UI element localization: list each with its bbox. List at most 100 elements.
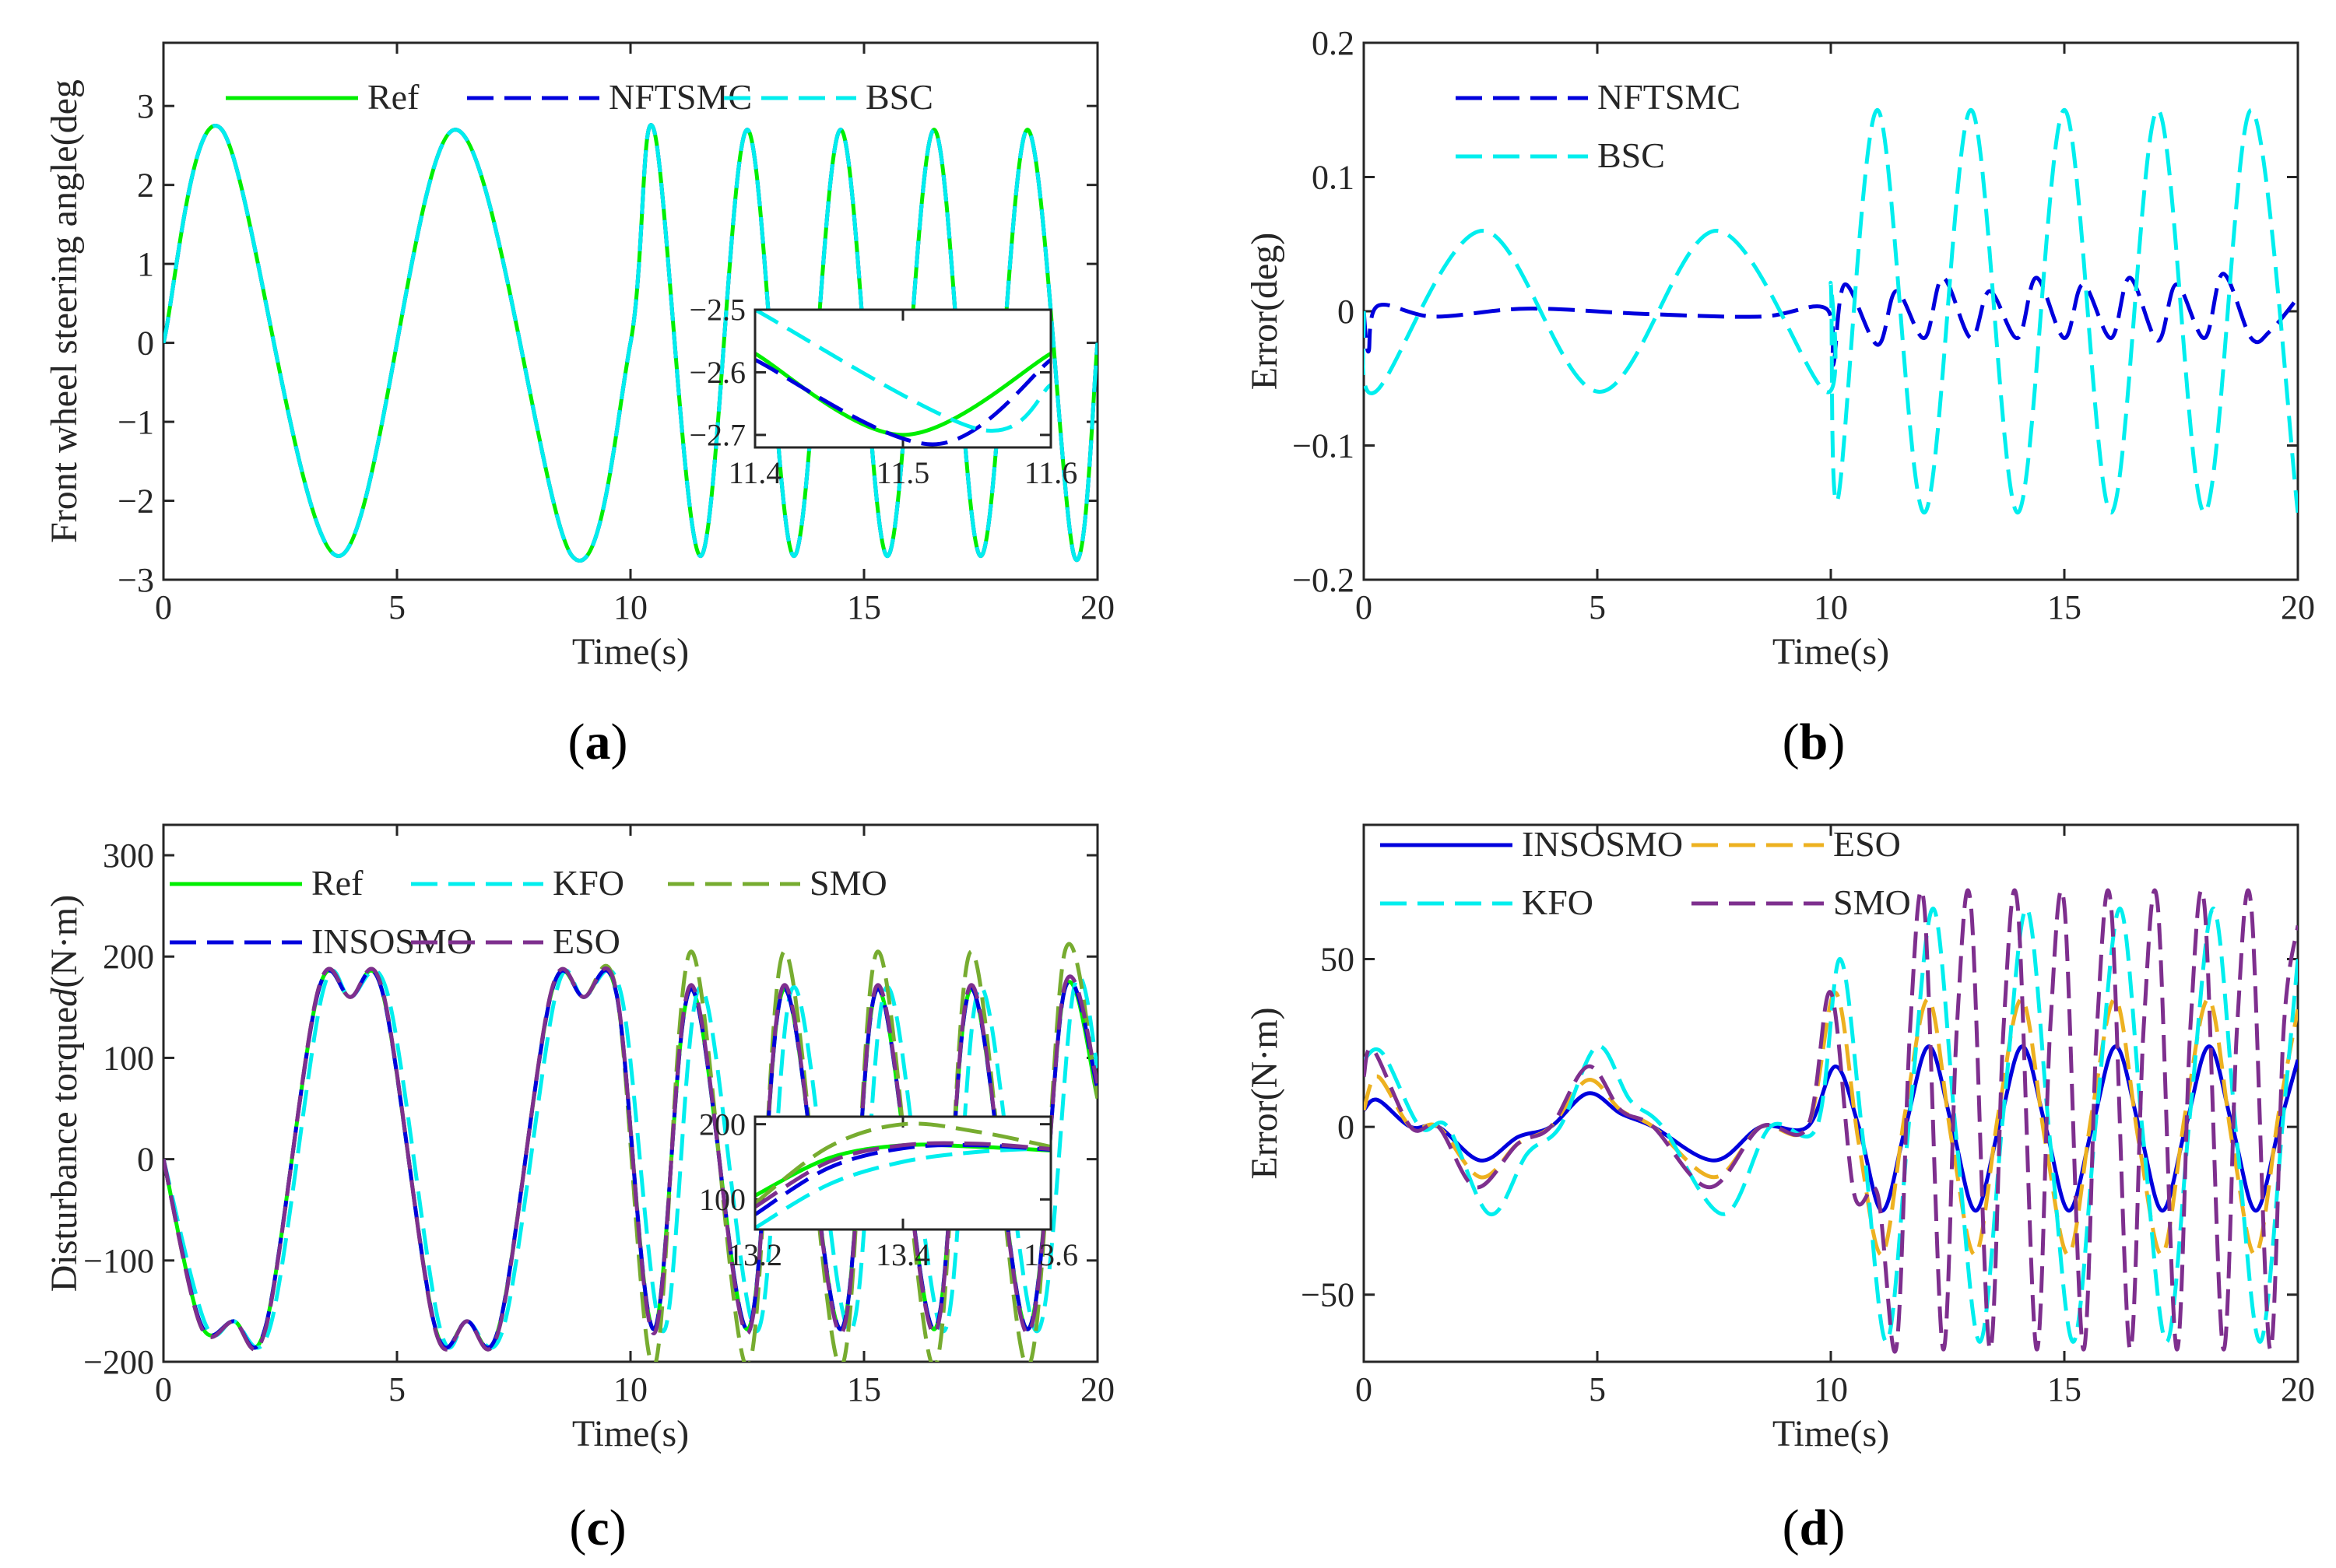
chart-a-inset-frame bbox=[753, 308, 1052, 449]
chart-c-x-tick-label-20: 20 bbox=[1080, 1370, 1115, 1408]
chart-d-series-smo bbox=[1364, 888, 2298, 1354]
chart-a-y-tick-label-0: 0 bbox=[137, 324, 154, 363]
chart-c-x-tick-label-15: 15 bbox=[847, 1370, 881, 1408]
chart-d-x-tick-label-0: 0 bbox=[1355, 1370, 1372, 1408]
chart-b-series-nftsmc bbox=[1364, 272, 2298, 367]
chart-a-series-group bbox=[163, 123, 1098, 563]
chart-d-y-axis-label: Error(N·m) bbox=[1244, 1007, 1285, 1179]
chart-a-inset-x-tick-label-11-6: 11.6 bbox=[1024, 455, 1078, 490]
chart-c-x-axis-label: Time(s) bbox=[572, 1413, 689, 1454]
chart-a-x-tick-label-0: 0 bbox=[155, 588, 172, 626]
chart-d-x-axis-label: Time(s) bbox=[1772, 1413, 1889, 1454]
chart-a-inset-y-tick-label--2-6: −2.6 bbox=[689, 355, 746, 390]
chart-d-series-kfo bbox=[1364, 907, 2298, 1344]
chart-a-legend-label-bsc: BSC bbox=[866, 77, 933, 117]
chart-d-x-tick-label-5: 5 bbox=[1589, 1370, 1606, 1408]
chart-c-legend-label-ref: Ref bbox=[311, 863, 364, 903]
chart-c-x-tick-label-0: 0 bbox=[155, 1370, 172, 1408]
chart-b-y-tick-label-0: 0 bbox=[1337, 293, 1354, 331]
chart-c-inset-x-tick-label-13-6: 13.6 bbox=[1024, 1237, 1078, 1272]
chart-c-y-tick-label--100: −100 bbox=[83, 1242, 154, 1280]
chart-c-y-axis-label-symbol: d bbox=[44, 987, 85, 1007]
chart-a-legend-label-ref: Ref bbox=[367, 77, 420, 117]
chart-a-inset-series-bsc bbox=[755, 310, 1051, 433]
chart-c-y-tick-label-300: 300 bbox=[103, 837, 154, 875]
chart-c-legend-label-insosmo: INSOSMO bbox=[311, 921, 472, 961]
chart-d-series-group bbox=[1364, 888, 2298, 1354]
chart-b-legend-label-bsc: BSC bbox=[1597, 135, 1665, 175]
chart-b-legend-label-nftsmc: NFTSMC bbox=[1597, 77, 1741, 117]
panel-label-a: (a) bbox=[568, 714, 628, 770]
chart-a-y-tick-label--1: −1 bbox=[118, 403, 154, 441]
chart-c-inset-series-group bbox=[755, 1121, 1051, 1229]
panel-b: 0 5 10 15 20 −0.2 −0.1 0 0.1 0.2 Time(s) Error(deg)… bbox=[1244, 24, 2315, 672]
panel-label-b: (b) bbox=[1783, 714, 1846, 770]
chart-c-inset-series-smo bbox=[755, 1121, 1051, 1205]
chart-c-y-axis-label: Disturbance torqued(N·m) bbox=[44, 895, 85, 1293]
chart-b-y-tick-label-0-1: 0.1 bbox=[1312, 158, 1354, 196]
chart-c-inset-series-eso bbox=[755, 1141, 1051, 1209]
chart-c-x-tick-label-10: 10 bbox=[613, 1370, 648, 1408]
chart-b-series-group bbox=[1364, 107, 2298, 515]
panel-d: 0 5 10 15 20 −50 0 50 Time(s) Error(N·m) INSOSMO ES… bbox=[1244, 823, 2315, 1454]
chart-b-y-axis-label: Error(deg) bbox=[1244, 233, 1285, 391]
chart-a-x-tick-label-20: 20 bbox=[1080, 588, 1115, 626]
chart-c-y-axis-label-text: Disturbance torque bbox=[44, 1007, 85, 1293]
chart-a-inset-x-tick-label-11-4: 11.4 bbox=[729, 455, 782, 490]
chart-a-inset-group: 11.4 11.5 11.6 −2.5 −2.6 −2.7 bbox=[689, 293, 1077, 490]
chart-a-x-tick-label-10: 10 bbox=[613, 588, 648, 626]
chart-b-x-tick-label-15: 15 bbox=[2047, 588, 2081, 626]
chart-b-y-axis-label-text: Error(deg) bbox=[1244, 233, 1285, 391]
chart-a-inset-y-tick-label--2-7: −2.7 bbox=[689, 418, 746, 453]
chart-c-inset-x-tick-label-13-4: 13.4 bbox=[876, 1237, 930, 1272]
chart-c-inset-group: 13.2 13.4 13.6 100 200 bbox=[699, 1107, 1078, 1272]
chart-a-x-axis-label: Time(s) bbox=[572, 631, 689, 672]
chart-b-x-tick-label-0: 0 bbox=[1355, 588, 1372, 626]
chart-a-x-tick-label-15: 15 bbox=[847, 588, 881, 626]
chart-a-series-bsc bbox=[163, 123, 1098, 563]
chart-a-y-tick-label--2: −2 bbox=[118, 482, 154, 520]
chart-d-legend-label-eso: ESO bbox=[1833, 824, 1901, 864]
chart-a-y-axis-label-text: Front wheel steering angle(deg bbox=[44, 79, 85, 543]
chart-c-inset-y-tick-label-100: 100 bbox=[699, 1182, 746, 1217]
chart-c-inset-series-kfo bbox=[755, 1146, 1051, 1229]
chart-a-y-tick-label--3: −3 bbox=[118, 561, 154, 599]
chart-c-y-tick-label-100: 100 bbox=[103, 1039, 154, 1077]
chart-d-y-axis-label-text: Error(N·m) bbox=[1244, 1007, 1285, 1179]
chart-a-x-tick-label-5: 5 bbox=[388, 588, 406, 626]
chart-b-y-tick-label--0-2: −0.2 bbox=[1292, 561, 1354, 599]
chart-c-y-tick-label-200: 200 bbox=[103, 938, 154, 976]
chart-c-legend-label-kfo: KFO bbox=[553, 863, 624, 903]
chart-a-y-axis-label: Front wheel steering angle(deg bbox=[44, 79, 85, 543]
chart-c-inset-frame bbox=[753, 1115, 1052, 1231]
chart-d-x-tick-label-20: 20 bbox=[2281, 1370, 2315, 1408]
chart-c-plot-frame bbox=[162, 823, 1099, 1363]
chart-b-x-tick-label-20: 20 bbox=[2281, 588, 2315, 626]
chart-a-inset-y-tick-label--2-5: −2.5 bbox=[689, 293, 746, 328]
chart-a-y-tick-label-3: 3 bbox=[137, 87, 154, 125]
chart-d-y-tick-label--50: −50 bbox=[1301, 1276, 1354, 1314]
chart-c-legend-label-smo: SMO bbox=[810, 863, 887, 903]
chart-a-inset-series-group bbox=[755, 310, 1051, 447]
chart-a-inset-x-tick-label-11-5: 11.5 bbox=[876, 455, 930, 490]
chart-d-x-tick-label-10: 10 bbox=[1814, 1370, 1848, 1408]
chart-a-y-tick-label-2: 2 bbox=[137, 167, 154, 205]
chart-d-y-tick-label-50: 50 bbox=[1320, 940, 1354, 978]
chart-c-x-tick-label-5: 5 bbox=[388, 1370, 406, 1408]
panel-label-c: (c) bbox=[569, 1500, 626, 1556]
chart-d-legend-label-smo: SMO bbox=[1833, 882, 1911, 922]
chart-c-inset-x-tick-label-13-2: 13.2 bbox=[728, 1237, 782, 1272]
panel-a: 0 5 10 15 20 −3 −2 −1 0 1 2 3 Time(s) Front wheel ste… bbox=[44, 41, 1115, 672]
chart-c-y-tick-label-0: 0 bbox=[137, 1141, 154, 1179]
chart-b-x-tick-label-10: 10 bbox=[1814, 588, 1848, 626]
chart-d-legend-label-insosmo: INSOSMO bbox=[1522, 824, 1683, 864]
chart-b-y-tick-label-0-2: 0.2 bbox=[1312, 24, 1354, 62]
chart-a-y-tick-label-1: 1 bbox=[137, 245, 154, 283]
chart-c-inset-y-tick-label-200: 200 bbox=[699, 1107, 746, 1142]
chart-a-inset-series-nftsmc bbox=[755, 358, 1051, 447]
chart-c-legend-label-eso: ESO bbox=[553, 921, 620, 961]
chart-c-inset-series-insosmo bbox=[755, 1143, 1051, 1216]
chart-d-x-tick-label-15: 15 bbox=[2047, 1370, 2081, 1408]
chart-c-y-axis-label-unit: (N·m) bbox=[44, 895, 85, 988]
